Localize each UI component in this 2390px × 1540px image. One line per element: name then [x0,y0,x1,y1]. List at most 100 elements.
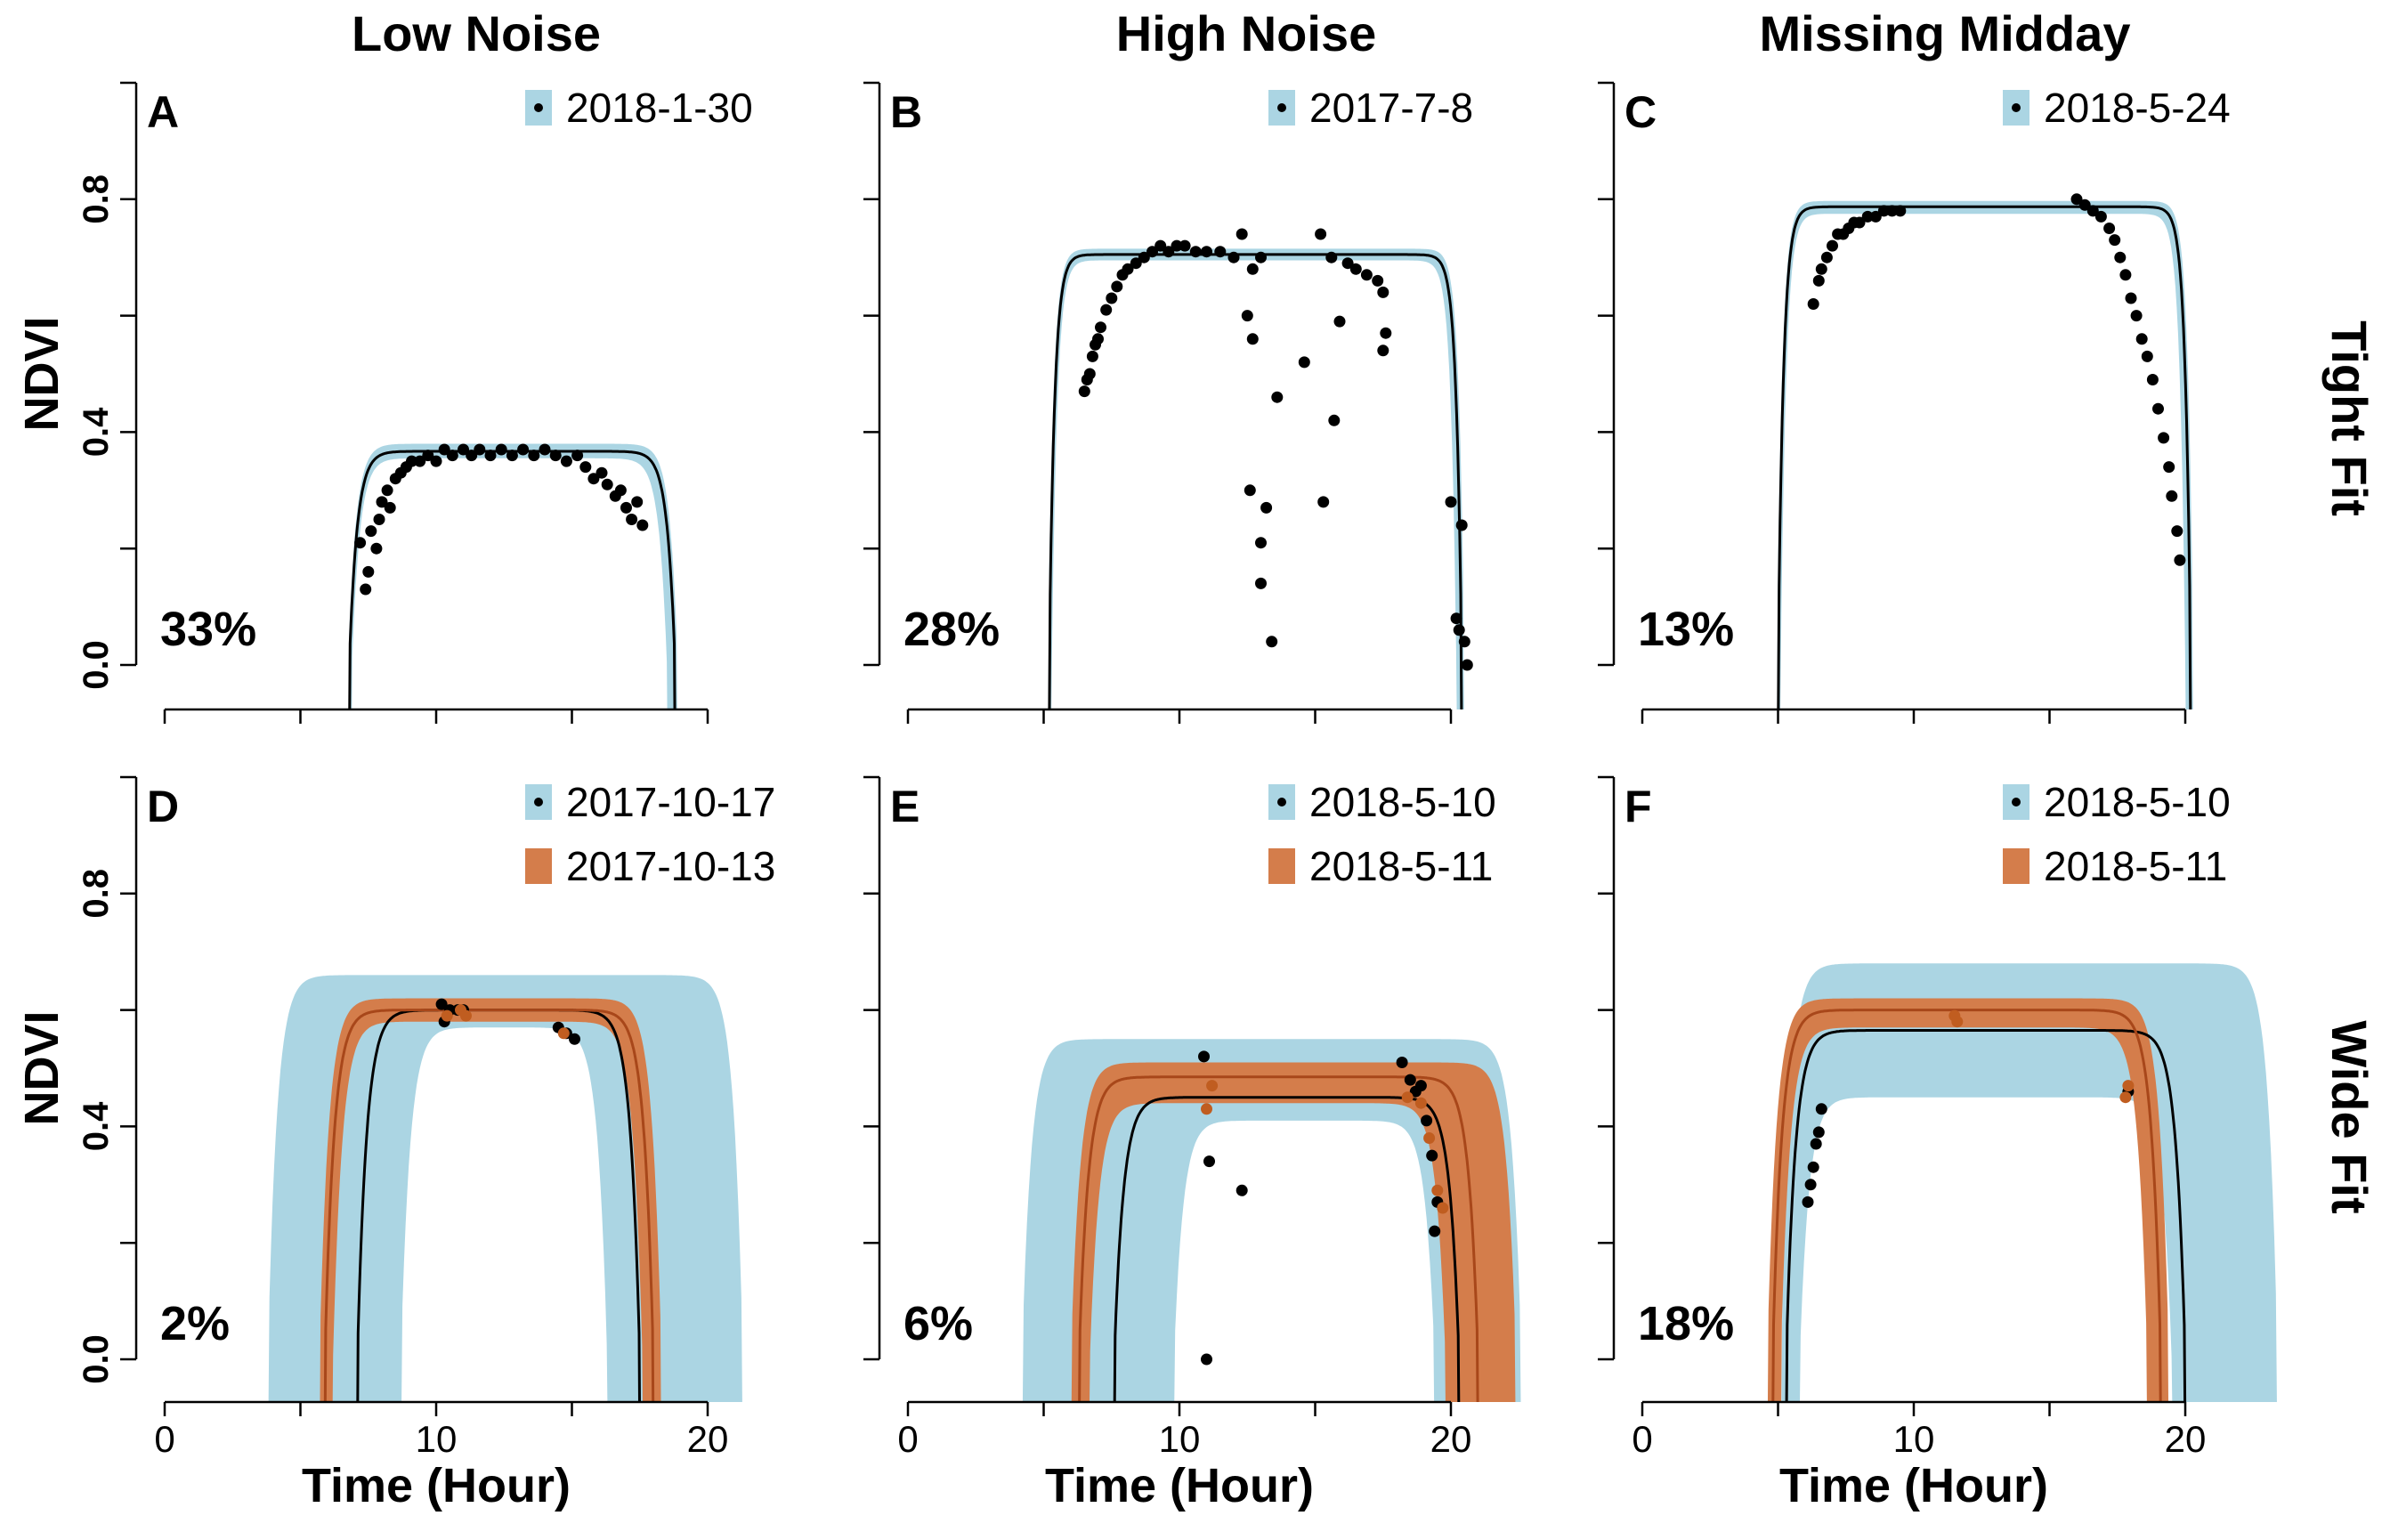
data-point-b-black-24 [1246,263,1259,275]
data-point-b-black-28 [1244,484,1256,497]
data-point-c-black-0 [1807,298,1819,310]
panel-a: 0.0 0.4 0.8 NDVI A 33% 2018-1-30 [15,81,753,724]
data-point-b-black-52 [1461,659,1473,671]
data-point-c-black-30 [2163,461,2175,474]
data-point-f-orange-2 [2119,1091,2132,1104]
data-point-b-black-22 [1227,251,1240,263]
plot-area-a [348,443,677,709]
data-point-a-black-30 [579,461,592,474]
x-tick-label-e-2: 20 [1430,1418,1472,1460]
data-point-e-black-9 [1426,1149,1438,1162]
panel-f: 0 10 20 Time (Hour) F 18% 2018-5-10 2018-5-11 [1598,775,2277,1512]
data-point-a-black-4 [370,542,383,555]
y-axis-label-d: NDVI [15,1010,69,1125]
data-point-a-black-25 [528,450,540,462]
data-point-e-orange-3 [1414,1097,1427,1109]
data-point-e-black-5 [1404,1074,1416,1086]
data-point-b-black-8 [1106,292,1118,304]
data-point-c-black-14 [1894,205,1907,217]
data-point-b-black-33 [1271,391,1284,403]
data-point-e-orange-5 [1431,1184,1444,1196]
data-point-a-black-8 [384,501,396,514]
data-point-c-black-25 [2135,333,2148,345]
panel-letter-c: C [1624,87,1657,137]
data-point-a-black-15 [430,455,442,467]
y-axis-label-a: NDVI [15,316,69,431]
data-point-a-black-3 [365,525,377,538]
data-point-a-black-12 [406,455,417,467]
x-tick-label-d-1: 10 [416,1418,458,1460]
ci-band-a-blue [348,443,677,709]
data-point-b-black-45 [1380,327,1392,339]
panel-b: B 28% 2017-7-8 [863,81,1473,724]
fit-curve-d-orange [323,1009,655,1402]
data-point-c-black-31 [2166,490,2178,502]
data-point-c-black-2 [1815,263,1827,275]
ci-band-d-blue [268,975,742,1402]
data-point-b-black-20 [1201,246,1212,258]
legend-label-a-0: 2018-1-30 [566,85,753,131]
data-point-c-black-23 [2125,292,2137,304]
data-point-a-black-19 [466,450,478,462]
data-point-e-orange-6 [1437,1202,1449,1214]
data-point-a-black-7 [381,484,393,497]
column-title-low-noise: Low Noise [352,5,601,61]
data-point-a-black-16 [438,443,450,456]
data-point-a-black-28 [560,455,572,467]
data-point-a-black-33 [601,478,613,490]
data-point-f-orange-3 [2122,1080,2135,1092]
plot-area-e [1022,1039,1521,1402]
legend-label-f-1: 2018-5-11 [2044,843,2227,889]
data-point-a-black-24 [517,443,530,456]
data-point-c-black-33 [2174,554,2186,566]
fit-curve-b-black [1048,253,1463,709]
data-point-d-black-0 [435,998,448,1010]
data-point-e-black-4 [1396,1057,1408,1068]
data-point-a-black-37 [626,514,638,525]
legend-marker-c-0 [2012,103,2021,112]
x-tick-label-f-2: 20 [2165,1418,2207,1460]
data-point-b-black-34 [1298,356,1310,369]
y-tick-label-a-2: 0.8 [77,174,116,224]
data-point-c-black-4 [1827,239,1838,252]
y-tick-label-a-0: 0.0 [77,640,116,690]
data-point-b-black-9 [1111,280,1123,293]
data-point-f-black-3 [1810,1138,1822,1150]
data-point-b-black-38 [1333,315,1346,328]
percent-label-b: 28% [903,603,1000,656]
y-tick-label-d-1: 0.4 [77,1101,116,1151]
x-tick-label-d-2: 20 [687,1418,729,1460]
x-axis-label-f: Time (Hour) [1779,1459,2048,1512]
fit-curve-a-black [348,450,676,709]
data-point-d-orange-3 [557,1027,570,1040]
panel-letter-d: D [147,782,179,831]
data-point-c-black-15 [2070,193,2083,206]
ci-band-f-blue [1781,963,2277,1402]
data-point-b-black-31 [1255,577,1267,589]
data-point-b-black-13 [1138,251,1150,263]
data-point-c-black-28 [2152,402,2164,415]
data-point-a-black-26 [539,443,551,456]
data-point-a-black-39 [636,519,649,531]
ci-band-e-orange [1071,1062,1516,1402]
data-point-b-black-49 [1453,624,1465,636]
data-point-c-black-9 [1853,216,1866,229]
data-point-b-black-37 [1328,414,1341,426]
data-point-b-black-40 [1341,257,1354,270]
data-point-c-black-12 [1877,205,1890,217]
data-point-c-black-17 [2086,205,2099,217]
data-point-b-black-17 [1171,239,1183,252]
data-point-b-black-42 [1360,269,1373,281]
data-point-f-orange-1 [1951,1016,1964,1028]
x-tick-label-e-1: 10 [1159,1418,1201,1460]
legend-swatch-d-1 [525,848,552,884]
data-point-b-black-46 [1377,344,1389,357]
panel-letter-f: F [1624,782,1652,831]
data-point-d-black-7 [569,1033,580,1045]
data-point-b-black-51 [1458,636,1470,648]
data-point-b-black-16 [1163,246,1175,258]
legend-label-d-0: 2017-10-17 [566,779,775,825]
data-point-e-black-8 [1421,1114,1433,1127]
data-point-b-black-26 [1241,310,1253,322]
legend-label-d-1: 2017-10-13 [566,843,775,889]
